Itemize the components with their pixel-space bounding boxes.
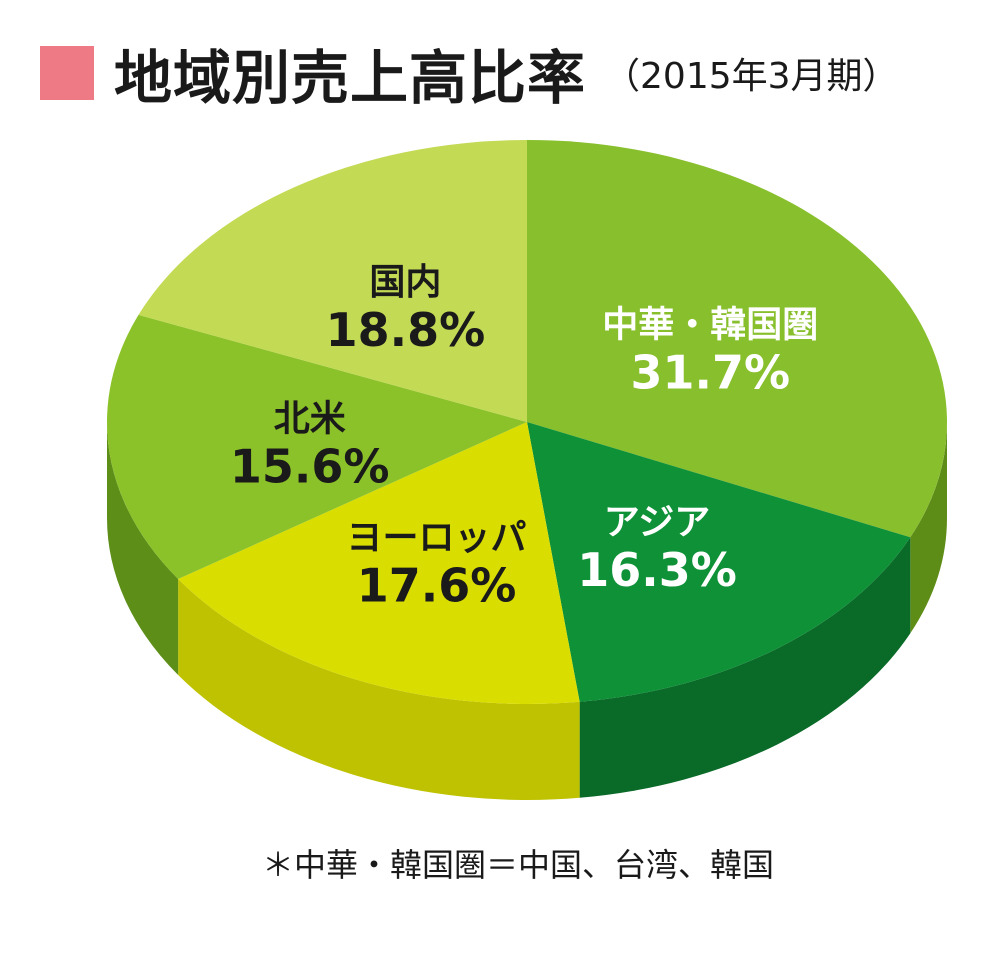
slice-value-label: 18.8% xyxy=(326,303,486,357)
pie-slice-1 xyxy=(527,422,911,702)
slice-name-label: アジア xyxy=(604,502,711,543)
footnote: ＊中華・韓国圏＝中国、台湾、韓国 xyxy=(262,846,775,884)
title-marker xyxy=(40,46,94,100)
slice-name-label: 北米 xyxy=(274,399,346,440)
chart-title: 地域別売上高比率 xyxy=(114,44,587,112)
pie-slice-2 xyxy=(178,422,580,704)
pie-side-0 xyxy=(910,422,947,634)
pie-slice-3 xyxy=(107,314,528,580)
pie-sides xyxy=(107,422,947,800)
slice-name-label: 国内 xyxy=(369,262,441,303)
pie-tops xyxy=(107,140,947,704)
slice-name-label: 中華・韓国圏 xyxy=(602,304,818,345)
slice-name-label: ヨーロッパ xyxy=(346,517,526,558)
slice-value-label: 16.3% xyxy=(577,543,737,597)
slice-value-label: 15.6% xyxy=(230,440,390,494)
slice-value-label: 17.6% xyxy=(357,558,517,612)
pie-slice-0 xyxy=(527,140,947,538)
chart-subtitle: （2015年3月期） xyxy=(604,56,899,97)
pie-side-3 xyxy=(107,422,179,676)
title-row: 地域別売上高比率 （2015年3月期） xyxy=(40,38,899,112)
slice-value-label: 31.7% xyxy=(630,345,790,399)
pie-side-2 xyxy=(178,579,580,800)
pie-side-1 xyxy=(579,537,911,798)
pie-slice-4 xyxy=(138,140,527,422)
